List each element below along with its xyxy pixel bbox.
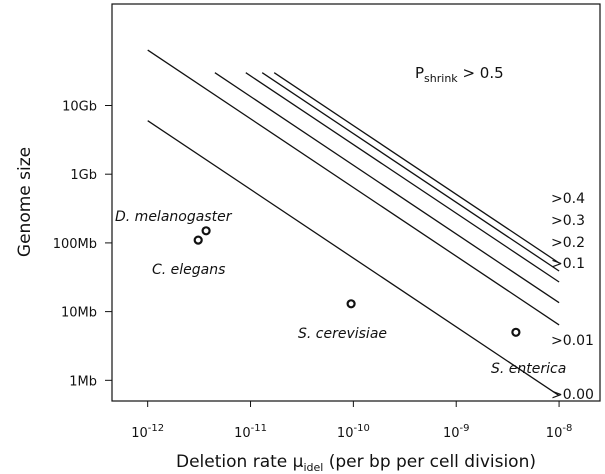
x-axis-ticks: 10-12 10-11 10-10 10-9 10-8 xyxy=(131,401,572,441)
data-point-3 xyxy=(511,327,521,337)
line-label-0.01: >0.01 xyxy=(551,333,594,349)
x-tick-label: 10-9 xyxy=(443,423,470,441)
y-tick-label: 1Mb xyxy=(69,374,97,389)
series-lines xyxy=(147,49,560,397)
y-tick-label: 10Mb xyxy=(61,306,97,321)
series-line-5 xyxy=(261,72,560,272)
point-label-s-cerevisiae: S. cerevisiae xyxy=(298,326,387,342)
point-label-s-enterica: S. enterica xyxy=(491,361,566,377)
y-axis-ticks: 1Mb 10Mb 100Mb 1Gb 10Gb xyxy=(53,99,112,389)
x-tick-label: 10-10 xyxy=(337,423,370,441)
plot-frame xyxy=(111,3,601,402)
line-label-0.2: >0.2 xyxy=(551,235,585,251)
series-line-6 xyxy=(273,72,560,264)
series-line-4 xyxy=(245,72,560,283)
line-label-0.3: >0.3 xyxy=(551,213,585,229)
point-label-d-melanogaster: D. melanogaster xyxy=(115,209,233,225)
data-point-1 xyxy=(193,235,203,245)
series-line-1 xyxy=(147,120,560,397)
point-label-c-elegans: C. elegans xyxy=(152,262,225,278)
y-tick-label: 100Mb xyxy=(53,237,97,252)
line-label-0.4: >0.4 xyxy=(551,191,585,207)
series-line-2 xyxy=(147,49,560,326)
x-tick-label: 10-11 xyxy=(234,423,267,441)
y-tick-label: 10Gb xyxy=(62,99,97,114)
x-tick-label: 10-8 xyxy=(546,423,573,441)
x-axis-label: Deletion rate μidel (per bp per cell div… xyxy=(176,452,536,474)
y-axis-label: Genome size xyxy=(15,147,35,257)
data-point-0 xyxy=(201,226,211,236)
x-tick-label: 10-12 xyxy=(131,423,164,441)
pshrink-annotation: Pshrink > 0.5 xyxy=(415,64,504,85)
line-label-0.00: >0.00 xyxy=(551,387,594,403)
y-tick-label: 1Gb xyxy=(70,168,97,183)
data-points xyxy=(193,226,521,337)
data-point-2 xyxy=(346,299,356,309)
line-label-0.1: >0.1 xyxy=(551,256,585,272)
series-line-3 xyxy=(214,72,560,304)
